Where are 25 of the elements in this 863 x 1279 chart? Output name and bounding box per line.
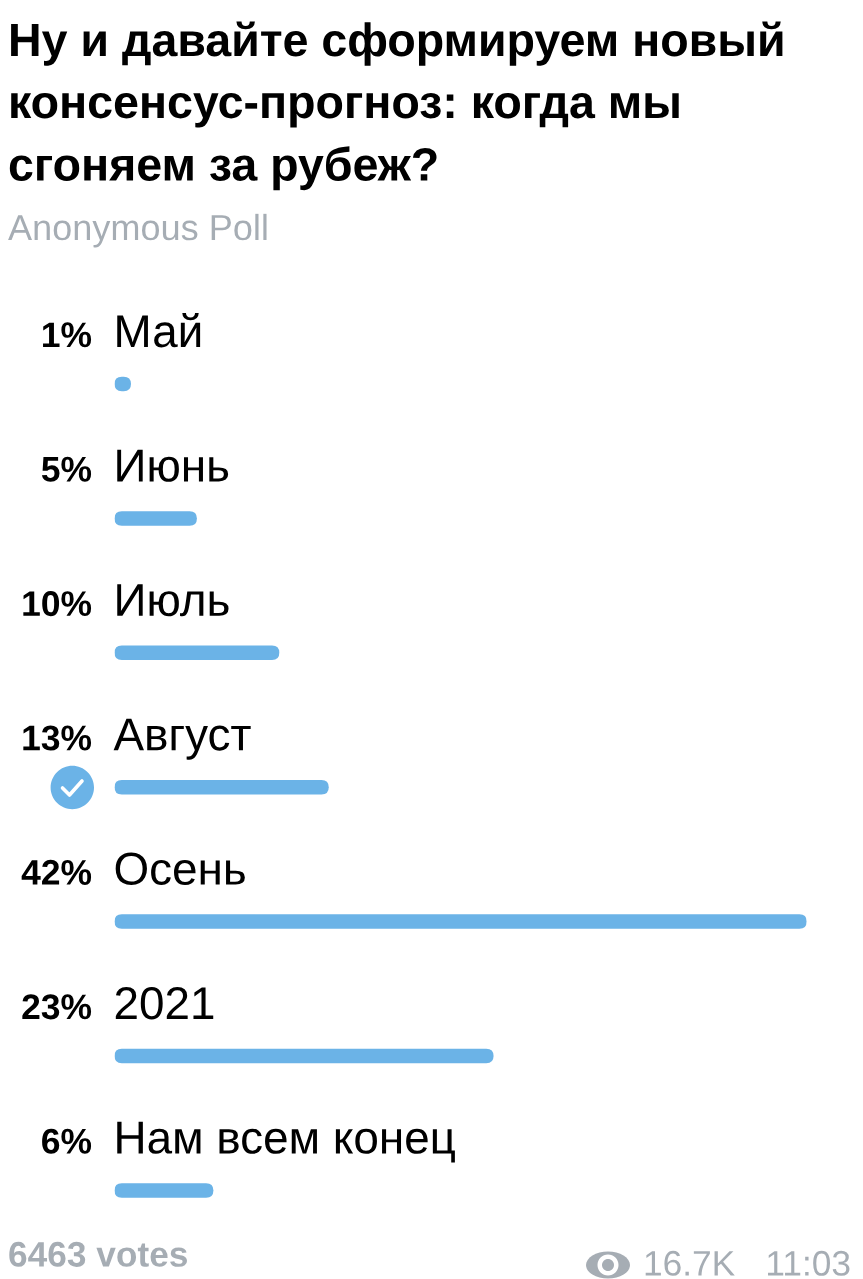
- text: 11:03: [768, 1250, 850, 1276]
- data-label: 23%: [22, 994, 92, 1020]
- bar: [114, 645, 280, 661]
- bar: [114, 914, 807, 929]
- y-tick-label: Май: [117, 312, 201, 348]
- chart-title: Ну и давайте сформируем новый консенсус-прогноз: когда мы сгоняем за рубеж?: [9, 21, 783, 191]
- y-tick-label: Июль: [117, 584, 229, 617]
- data-label: 1%: [43, 322, 92, 348]
- text: 16.7K: [645, 1250, 735, 1276]
- data-label: 5%: [41, 456, 92, 482]
- chart-subtitle: Anonymous Poll: [8, 213, 267, 248]
- y-tick-label: Нам всем конец: [117, 1121, 455, 1163]
- y-tick-label: Июнь: [117, 449, 229, 482]
- data-label: 13%: [23, 725, 92, 751]
- text: 6463 votes: [9, 1241, 187, 1267]
- bar: [114, 511, 197, 526]
- y-tick-label: Август: [113, 718, 251, 760]
- bar: [114, 1183, 214, 1198]
- bar: [114, 1048, 494, 1064]
- data-label: 10%: [23, 591, 92, 617]
- y-tick-label: 2021: [115, 987, 214, 1020]
- y-tick-label: Осень: [115, 852, 245, 886]
- data-label: 6%: [42, 1128, 92, 1154]
- bar: [114, 779, 329, 795]
- data-label: 42%: [21, 859, 92, 885]
